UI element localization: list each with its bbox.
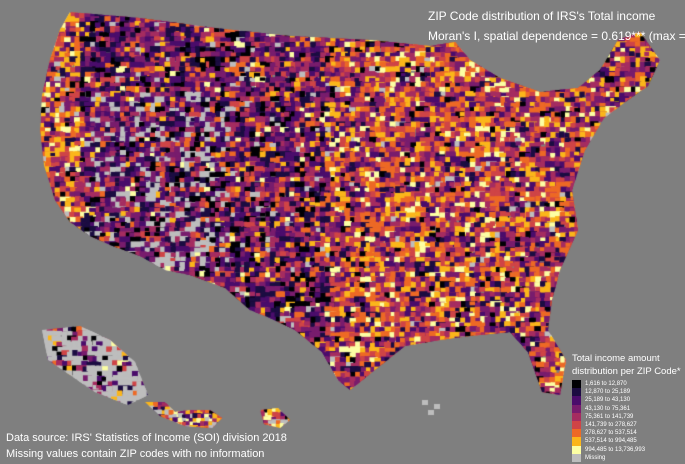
legend-swatch <box>572 445 581 454</box>
legend-item: 141,739 to 278,627 <box>572 420 682 430</box>
legend-label: 1,616 to 12,870 <box>585 381 627 388</box>
legend-item: 25,189 to 43,130 <box>572 396 682 405</box>
legend-label: 141,739 to 278,627 <box>585 422 637 429</box>
legend-swatch <box>572 388 581 397</box>
legend-items: 1,616 to 12,870 12,870 to 25,189 25,189 to… <box>572 380 682 462</box>
legend-label: 994,485 to 13,736,993 <box>585 446 646 453</box>
legend-item: 12,870 to 25,189 <box>572 388 682 397</box>
legend-item: 537,514 to 994,485 <box>572 437 682 446</box>
legend-label: Missing <box>585 454 606 461</box>
legend-label: 25,189 to 43,130 <box>585 397 631 404</box>
missing-values-note: Missing values contain ZIP codes with no… <box>6 448 265 460</box>
legend-swatch <box>572 412 581 421</box>
title-line-1: ZIP Code distribution of IRS's Total inc… <box>428 9 656 23</box>
legend: Total income amount distribution per ZIP… <box>572 352 682 462</box>
legend-title: Total income amount distribution per ZIP… <box>572 352 682 378</box>
legend-swatch <box>572 420 581 430</box>
legend-item: 278,627 to 537,514 <box>572 429 682 438</box>
title-line-2: Moran's I, spatial dependence = 0.619***… <box>428 29 685 43</box>
legend-item: 1,616 to 12,870 <box>572 380 682 389</box>
legend-swatch <box>572 437 581 446</box>
legend-label: 43,130 to 75,361 <box>585 405 631 412</box>
data-source-note: Data source: IRS' Statistics of Income (… <box>6 432 287 444</box>
legend-item: 43,130 to 75,361 <box>572 404 682 413</box>
legend-swatch <box>572 429 581 438</box>
legend-title-line-2: distribution per ZIP Code* <box>572 366 681 377</box>
legend-item: 994,485 to 13,736,993 <box>572 445 682 454</box>
map-title: ZIP Code distribution of IRS's Total inc… <box>428 6 685 46</box>
legend-item: Missing <box>572 453 682 462</box>
legend-label: 278,627 to 537,514 <box>585 430 637 437</box>
legend-item: 75,361 to 141,739 <box>572 412 682 421</box>
footer: Data source: IRS' Statistics of Income (… <box>6 430 287 462</box>
legend-swatch <box>572 380 581 389</box>
legend-label: 537,514 to 994,485 <box>585 438 637 445</box>
legend-title-line-1: Total income amount <box>572 353 660 364</box>
legend-swatch <box>572 453 581 462</box>
legend-swatch <box>572 396 581 405</box>
legend-swatch <box>572 404 581 413</box>
legend-label: 12,870 to 25,189 <box>585 389 631 396</box>
legend-label: 75,361 to 141,739 <box>585 413 634 420</box>
